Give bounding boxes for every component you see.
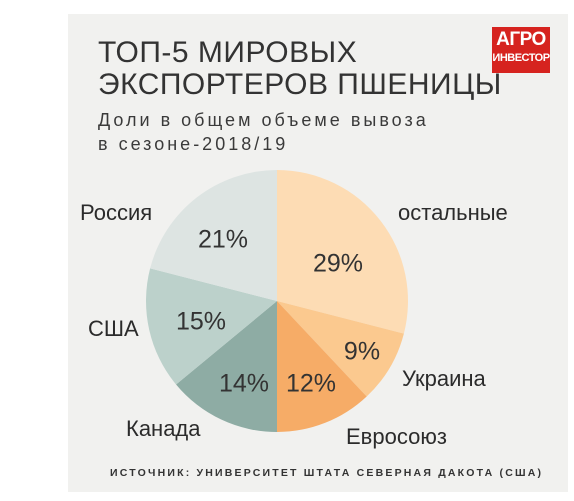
pie-slice-russia	[150, 170, 277, 301]
chart-title-line-2: ЭКСПОРТЕРОВ ПШЕНИЦЫ	[98, 68, 502, 101]
pie-slice-canada	[176, 301, 277, 432]
slice-value-canada: 14%	[218, 369, 270, 398]
chart-subtitle: Доли в общем объеме вывоза в сезоне-2018…	[98, 108, 429, 156]
slice-value-russia: 21%	[197, 225, 249, 254]
pie-slice-ukraine	[277, 301, 404, 397]
slice-label-others: остальные	[398, 200, 508, 225]
slice-label-canada: Канада	[126, 416, 201, 441]
slice-label-eu: Евросоюз	[346, 424, 447, 449]
chart-title-line-1: ТОП-5 МИРОВЫХ	[98, 36, 358, 69]
slice-value-others: 29%	[312, 249, 364, 278]
slice-value-usa: 15%	[175, 307, 227, 336]
chart-subtitle-line-1: Доли в общем объеме вывоза	[98, 110, 429, 130]
slice-label-ukraine: Украина	[402, 366, 486, 391]
source-note: ИСТОЧНИК: УНИВЕРСИТЕТ ШТАТА СЕВЕРНАЯ ДАК…	[110, 467, 544, 479]
slice-value-eu: 12%	[285, 369, 337, 398]
slice-label-usa: США	[88, 316, 139, 341]
slice-label-russia: Россия	[80, 200, 153, 225]
logo-line-2: ИНВЕСТОР	[492, 52, 550, 64]
pie-slice-eu	[277, 301, 367, 432]
slice-value-ukraine: 9%	[343, 337, 381, 366]
agroinvestor-logo: АГРО ИНВЕСТОР	[492, 27, 550, 73]
pie-slice-usa	[146, 268, 277, 385]
logo-line-1: АГРО	[496, 29, 546, 50]
pie-slice-others	[277, 170, 408, 334]
chart-subtitle-line-2: в сезоне-2018/19	[98, 134, 289, 154]
chart-title: ТОП-5 МИРОВЫХ ЭКСПОРТЕРОВ ПШЕНИЦЫ	[98, 37, 502, 101]
